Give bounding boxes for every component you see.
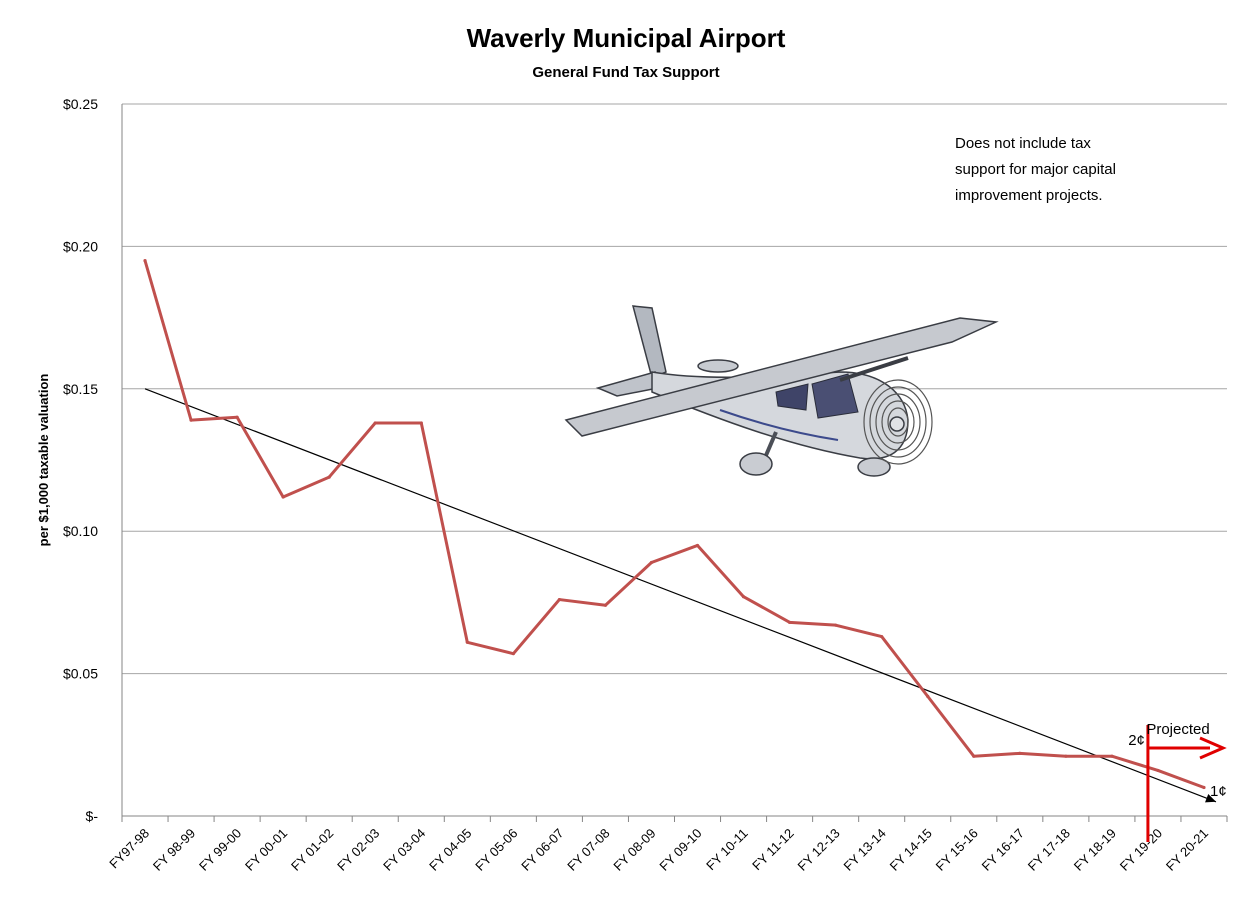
marker-2-cents: 2¢: [1128, 732, 1145, 749]
series-line: [143, 260, 1205, 789]
data-point: [281, 495, 285, 499]
y-axis-label: per $1,000 taxable valuation: [36, 374, 51, 547]
data-point: [603, 603, 608, 607]
data-point: [557, 597, 561, 602]
trendline: [144, 388, 1217, 803]
data-point: [788, 620, 792, 624]
note-line-1: Does not include tax: [955, 135, 1091, 152]
data-point: [235, 415, 239, 419]
airplane-rear-wheel: [857, 457, 891, 477]
y-tick-label: $0.25: [63, 96, 98, 112]
y-tick-label: $0.10: [63, 523, 98, 539]
airplane-windshield: [811, 373, 859, 419]
airplane-tail-fin: [631, 305, 667, 380]
propeller-spinner: [889, 416, 905, 432]
y-tick-label: $0.15: [63, 381, 98, 397]
series-group: [143, 259, 1206, 790]
data-point: [741, 595, 746, 599]
data-point: [373, 421, 377, 425]
airplane-window-rear: [775, 383, 809, 411]
data-point: [143, 259, 147, 263]
data-point: [880, 634, 884, 639]
propeller-spin-icon: [863, 379, 933, 465]
data-point: [649, 560, 654, 565]
y-tick-labels: $- $0.05 $0.10 $0.15 $0.20 $0.25: [63, 96, 98, 824]
airplane-wing-strut: [839, 356, 909, 382]
airplane-front-wheel: [739, 452, 773, 476]
airplane-stripe: [719, 409, 839, 441]
airplane-illustration: [564, 305, 999, 477]
data-point: [1018, 751, 1022, 755]
data-point: [189, 418, 193, 422]
trendline-group: [144, 388, 1217, 803]
marker-1-cent: 1¢: [1210, 783, 1227, 800]
note-line-2: support for major capital: [955, 161, 1116, 178]
data-point: [1064, 754, 1068, 758]
y-tick-label: $0.20: [63, 238, 98, 254]
data-point: [834, 623, 838, 627]
data-point: [926, 694, 930, 698]
trendline-arrowhead: [1205, 793, 1216, 803]
data-point: [695, 543, 700, 548]
data-point: [511, 652, 515, 656]
data-point: [1156, 768, 1160, 773]
airplane-right-stabilizer: [697, 359, 739, 373]
data-point: [419, 421, 423, 425]
data-point: [465, 640, 469, 644]
chart-subtitle: General Fund Tax Support: [532, 64, 719, 81]
data-point: [1110, 754, 1114, 758]
data-point: [972, 754, 976, 758]
data-point: [327, 475, 331, 479]
projected-label: Projected: [1146, 721, 1209, 738]
chart-title: Waverly Municipal Airport: [467, 23, 786, 53]
airplane-wing: [564, 317, 999, 437]
y-tick-label: $0.05: [63, 666, 98, 682]
data-point: [1202, 785, 1206, 790]
y-tick-label: $-: [86, 808, 99, 824]
projected-arrowhead: [1199, 736, 1227, 760]
note-line-3: improvement projects.: [955, 187, 1103, 204]
